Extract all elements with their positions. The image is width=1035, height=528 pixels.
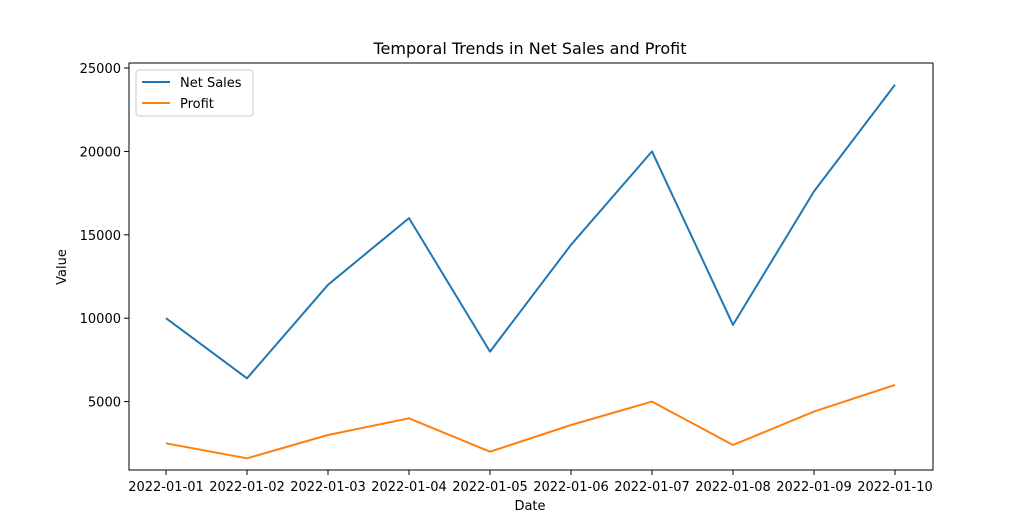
x-tick-label: 2022-01-09 bbox=[776, 480, 852, 495]
legend-label-net-sales: Net Sales bbox=[180, 76, 242, 91]
plot-area-frame bbox=[128, 62, 934, 471]
x-tick-label: 2022-01-04 bbox=[371, 480, 447, 495]
x-tick-label: 2022-01-02 bbox=[209, 480, 285, 495]
x-tick-label: 2022-01-10 bbox=[857, 480, 933, 495]
y-tick-label: 20000 bbox=[80, 145, 121, 160]
chart-title: Temporal Trends in Net Sales and Profit bbox=[373, 39, 687, 58]
x-tick-label: 2022-01-05 bbox=[452, 480, 528, 495]
x-tick-label: 2022-01-03 bbox=[290, 480, 366, 495]
series-line-profit bbox=[165, 383, 896, 460]
x-axis-label: Date bbox=[514, 499, 545, 514]
y-axis-ticks: 5000 10000 15000 20000 25000 bbox=[80, 62, 129, 411]
x-tick-label: 2022-01-07 bbox=[614, 480, 690, 495]
legend-label-profit: Profit bbox=[180, 97, 214, 112]
x-axis-ticks: 2022-01-01 2022-01-02 2022-01-03 2022-01-04… bbox=[128, 470, 933, 495]
y-tick-label: 25000 bbox=[80, 62, 121, 77]
series-line-net-sales bbox=[165, 84, 896, 380]
y-tick-label: 5000 bbox=[88, 396, 121, 411]
series-layer bbox=[165, 84, 896, 460]
x-tick-label: 2022-01-01 bbox=[128, 480, 204, 495]
y-axis-label: Value bbox=[55, 249, 70, 285]
x-tick-label: 2022-01-06 bbox=[533, 480, 609, 495]
y-tick-label: 10000 bbox=[80, 312, 121, 327]
x-tick-label: 2022-01-08 bbox=[695, 480, 771, 495]
y-tick-label: 15000 bbox=[80, 229, 121, 244]
legend: Net Sales Profit bbox=[135, 69, 254, 117]
